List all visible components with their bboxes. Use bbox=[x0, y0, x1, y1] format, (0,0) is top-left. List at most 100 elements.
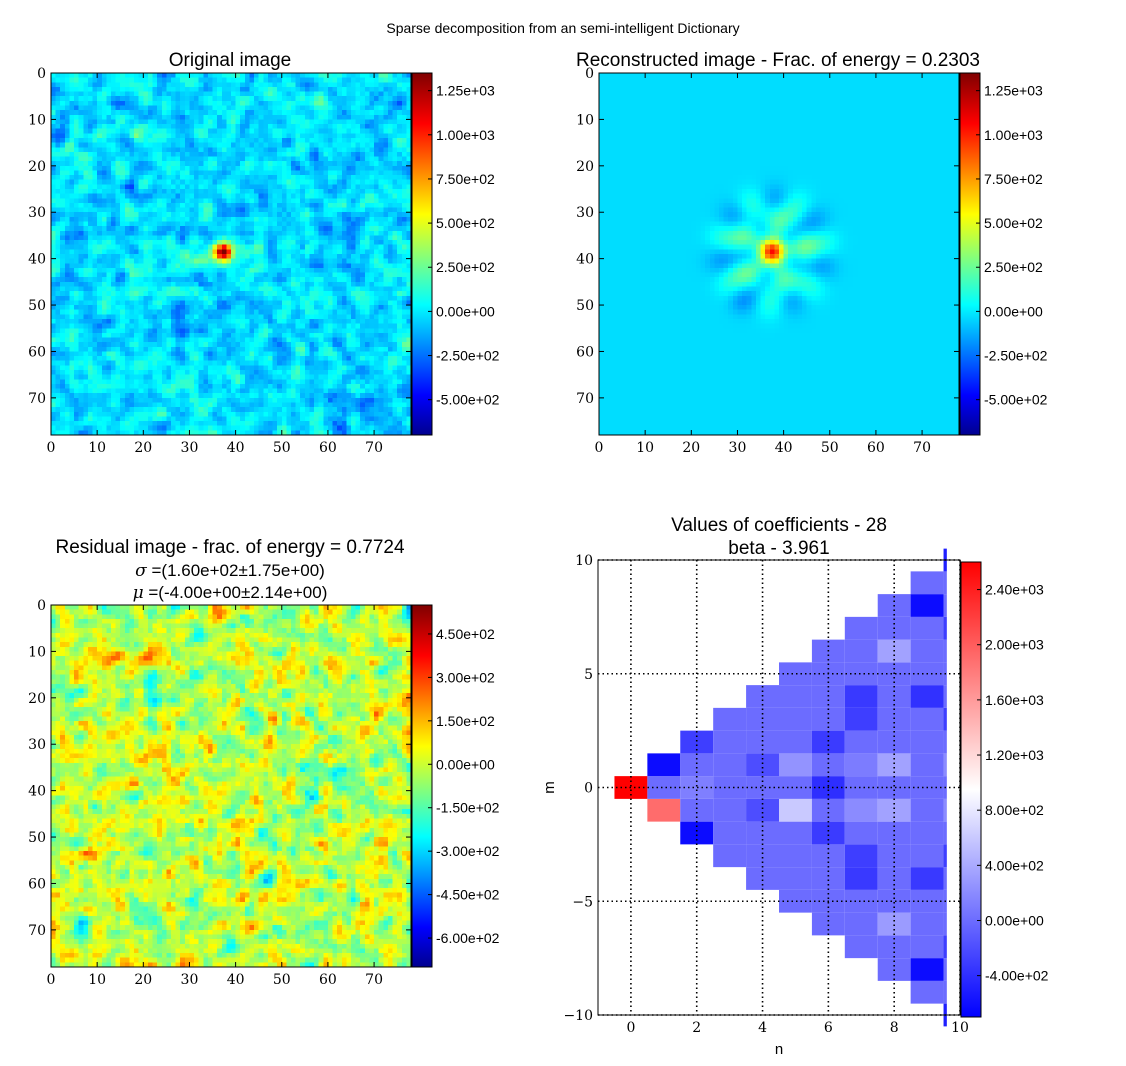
coefficient-cell bbox=[943, 867, 947, 890]
coefficient-cell bbox=[647, 776, 681, 799]
colorbar-tick-label: -2.50e+02 bbox=[436, 348, 500, 364]
coefficient-cell bbox=[713, 798, 747, 822]
colorbar-gradient bbox=[959, 72, 981, 436]
x-tick-label: 0 bbox=[47, 440, 56, 456]
y-tick-label: 40 bbox=[576, 252, 594, 268]
coefficient-cell bbox=[943, 980, 947, 1004]
coefficient-cell bbox=[811, 707, 845, 731]
coefficient-cell bbox=[844, 821, 878, 845]
plot-frame bbox=[598, 72, 960, 436]
coefficient-cell bbox=[844, 685, 878, 708]
subtitle-sigma: σ =(1.60e+02±1.75e+00) bbox=[135, 561, 325, 581]
colorbar-tick-label: 8.00e+02 bbox=[985, 802, 1044, 818]
colorbar-tick-label: 2.50e+02 bbox=[436, 259, 495, 275]
figure-suptitle: Sparse decomposition from an semi-intell… bbox=[386, 20, 740, 36]
coefficient-cell bbox=[943, 844, 947, 868]
x-tick-label: 10 bbox=[88, 440, 106, 456]
y-tick-label: 20 bbox=[576, 159, 594, 175]
coefficient-cell bbox=[746, 867, 779, 890]
x-tick-label: 70 bbox=[365, 440, 383, 456]
heatmap-image bbox=[51, 605, 411, 967]
x-tick-label: 40 bbox=[775, 440, 793, 456]
coefficient-cell bbox=[713, 753, 747, 777]
colorbar-tick-label: -6.00e+02 bbox=[436, 930, 500, 946]
colorbar-tick-label: 7.50e+02 bbox=[984, 171, 1043, 187]
y-tick-label: 10 bbox=[576, 112, 594, 128]
coefficient-cell bbox=[943, 707, 947, 731]
x-tick-label: 0 bbox=[626, 1020, 635, 1036]
coefficient-cell bbox=[877, 867, 911, 890]
coefficient-cell bbox=[680, 753, 714, 777]
coefficient-cell bbox=[844, 753, 878, 777]
coefficient-cell bbox=[779, 662, 812, 686]
x-tick-label: 10 bbox=[636, 440, 654, 456]
coefficient-cell bbox=[844, 844, 878, 868]
colorbar: 2.40e+03 2.00e+03 1.60e+03 1.20e+03 8.00e+02… bbox=[960, 561, 1049, 1018]
colorbar-tick-label: -4.50e+02 bbox=[436, 887, 500, 903]
coefficient-cell bbox=[910, 980, 944, 1004]
coefficient-cell bbox=[713, 821, 747, 845]
title-original: Original image bbox=[169, 50, 292, 71]
x-tick-label: 4 bbox=[758, 1020, 767, 1036]
coefficient-cell bbox=[746, 844, 779, 868]
y-tick-label: 0 bbox=[37, 598, 46, 614]
coefficient-cell bbox=[844, 707, 878, 731]
title-residual: Residual image - frac. of energy = 0.772… bbox=[55, 537, 404, 558]
coefficient-cell bbox=[811, 844, 845, 868]
colorbar-tick-label: -4.00e+02 bbox=[985, 968, 1049, 984]
colorbar-gradient bbox=[411, 604, 433, 968]
coefficient-cell bbox=[779, 753, 812, 777]
coefficient-cell bbox=[746, 707, 779, 731]
x-tick-label: 40 bbox=[227, 440, 245, 456]
coefficient-cell bbox=[713, 844, 747, 868]
coefficient-cell bbox=[844, 730, 878, 754]
plot-frame bbox=[50, 72, 412, 436]
x-tick-label: 8 bbox=[890, 1020, 899, 1036]
coefficient-cell bbox=[779, 889, 812, 913]
x-tick-label: 10 bbox=[951, 1020, 969, 1036]
coefficient-cell bbox=[844, 639, 878, 663]
coefficient-cell bbox=[943, 753, 947, 777]
y-tick-label: 70 bbox=[576, 391, 594, 407]
coefficient-cell bbox=[779, 844, 812, 868]
colorbar-tick-label: 1.00e+03 bbox=[984, 127, 1043, 143]
subtitle-coefficients: beta - 3.961 bbox=[728, 538, 829, 559]
coefficient-cell bbox=[779, 867, 812, 890]
coefficient-cell bbox=[779, 821, 812, 845]
y-tick-label: −10 bbox=[563, 1008, 593, 1024]
coefficient-cell bbox=[811, 730, 845, 754]
plot-frame bbox=[50, 604, 412, 968]
coefficient-cell bbox=[910, 707, 944, 731]
coefficient-cell bbox=[910, 958, 944, 981]
coefficient-cell bbox=[910, 935, 944, 959]
coefficient-cell bbox=[779, 776, 812, 799]
coefficient-cell bbox=[746, 798, 779, 822]
coefficient-cell bbox=[910, 730, 944, 754]
x-tick-label: 0 bbox=[47, 972, 56, 988]
x-tick-label: 50 bbox=[273, 972, 291, 988]
colorbar-tick-label: 0.00e+00 bbox=[984, 303, 1043, 319]
colorbar-tick-label: 0.00e+00 bbox=[436, 303, 495, 319]
y-tick-label: 40 bbox=[28, 252, 46, 268]
coefficient-cell bbox=[943, 571, 947, 595]
colorbar-gradient bbox=[411, 72, 433, 436]
y-tick-label: 0 bbox=[37, 66, 46, 82]
colorbar-tick-label: 2.50e+02 bbox=[984, 259, 1043, 275]
coefficient-cell bbox=[943, 730, 947, 754]
y-tick-label: 0 bbox=[584, 781, 593, 797]
coefficient-cell bbox=[877, 821, 911, 845]
coefficient-cell bbox=[844, 912, 878, 936]
coefficient-cell bbox=[910, 798, 944, 822]
panel-original: 0 10 20 30 40 50 60 700102030405060701.25e+031.… bbox=[28, 66, 499, 456]
coefficient-cell bbox=[877, 776, 911, 799]
heatmap-image bbox=[599, 73, 959, 435]
colorbar-tick-label: 5.00e+02 bbox=[436, 215, 495, 231]
coefficient-cell bbox=[943, 798, 947, 822]
x-tick-label: 30 bbox=[181, 440, 199, 456]
colorbar-tick-label: 4.50e+02 bbox=[436, 626, 495, 642]
colorbar-tick-label: -2.50e+02 bbox=[984, 348, 1048, 364]
colorbar-tick-label: 1.00e+03 bbox=[436, 127, 495, 143]
colorbar-tick-label: -5.00e+02 bbox=[984, 392, 1048, 408]
coefficient-cell bbox=[877, 844, 911, 868]
